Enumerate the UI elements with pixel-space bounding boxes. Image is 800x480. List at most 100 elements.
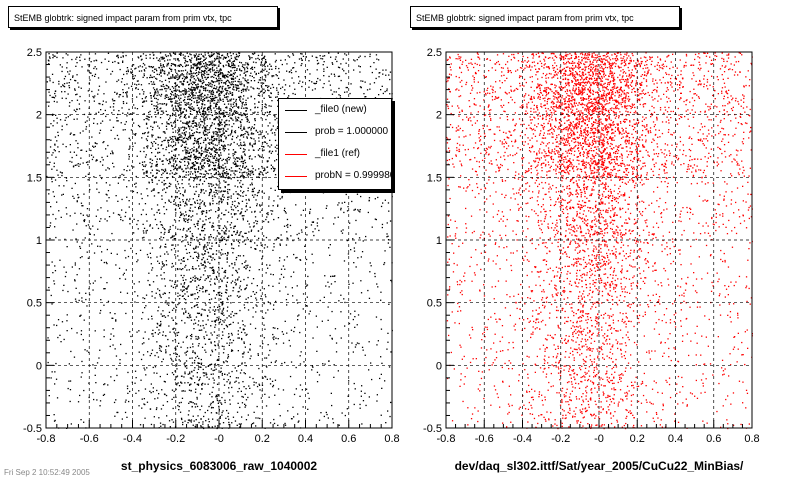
scatter-point	[149, 110, 151, 113]
scatter-point	[162, 172, 164, 174]
scatter-point	[235, 206, 237, 209]
scatter-point	[265, 85, 267, 87]
scatter-point	[207, 244, 209, 246]
scatter-point	[238, 52, 241, 54]
scatter-point	[152, 134, 154, 136]
scatter-point	[165, 260, 167, 262]
scatter-point	[275, 300, 277, 303]
scatter-point	[172, 75, 174, 77]
scatter-point	[205, 87, 207, 89]
scatter-point	[193, 142, 195, 144]
scatter-point	[224, 269, 227, 272]
scatter-point	[190, 72, 192, 74]
scatter-point	[155, 165, 157, 167]
scatter-point	[193, 132, 195, 134]
scatter-point	[257, 111, 259, 114]
scatter-point	[183, 228, 185, 230]
scatter-point	[338, 75, 341, 77]
scatter-point	[200, 71, 202, 74]
scatter-point	[279, 278, 281, 280]
scatter-point	[347, 206, 349, 208]
scatter-point	[156, 163, 158, 165]
scatter-point	[237, 106, 239, 108]
scatter-point	[216, 79, 218, 81]
scatter-point	[181, 73, 183, 75]
scatter-point	[226, 261, 228, 263]
scatter-point	[193, 177, 195, 179]
scatter-point	[211, 93, 214, 95]
scatter-point	[193, 178, 196, 180]
scatter-point	[239, 144, 242, 146]
scatter-point	[235, 165, 237, 168]
scatter-point	[178, 70, 180, 72]
scatter-point	[195, 157, 197, 159]
scatter-point	[142, 93, 145, 95]
scatter-point	[265, 176, 267, 179]
scatter-point	[242, 219, 244, 221]
scatter-point	[236, 88, 238, 90]
scatter-point	[227, 96, 229, 98]
scatter-point	[95, 160, 97, 162]
scatter-point	[266, 161, 269, 163]
scatter-point	[172, 160, 175, 162]
scatter-point	[209, 169, 211, 171]
scatter-point	[196, 256, 198, 258]
scatter-point	[216, 91, 218, 93]
scatter-point	[57, 174, 59, 176]
scatter-point	[136, 261, 138, 263]
scatter-point	[210, 138, 213, 140]
scatter-point	[254, 142, 256, 144]
scatter-point	[214, 297, 216, 299]
scatter-point	[57, 131, 59, 133]
scatter-point	[240, 91, 243, 94]
scatter-point	[165, 264, 168, 266]
scatter-point	[129, 145, 131, 147]
scatter-point	[216, 113, 218, 115]
scatter-point	[180, 64, 182, 66]
scatter-point	[75, 154, 78, 156]
scatter-point	[173, 331, 175, 333]
scatter-point	[272, 285, 274, 287]
scatter-point	[119, 277, 121, 280]
scatter-point	[271, 75, 273, 78]
scatter-point	[117, 213, 120, 216]
scatter-point	[244, 64, 246, 66]
scatter-point	[233, 205, 236, 207]
scatter-point	[189, 244, 191, 246]
scatter-point	[146, 172, 148, 174]
scatter-point	[243, 171, 245, 174]
scatter-point	[184, 55, 186, 57]
scatter-point	[261, 90, 263, 92]
scatter-point	[228, 93, 230, 95]
scatter-point	[183, 175, 186, 178]
scatter-point	[112, 212, 115, 214]
scatter-point	[223, 146, 225, 148]
scatter-point	[198, 132, 200, 134]
scatter-point	[172, 52, 175, 54]
scatter-point	[207, 142, 210, 144]
scatter-point	[135, 175, 137, 178]
scatter-point	[274, 327, 276, 329]
scatter-point	[322, 55, 324, 57]
scatter-point	[173, 199, 176, 201]
scatter-point	[195, 122, 197, 124]
scatter-point	[375, 68, 377, 70]
scatter-point	[210, 82, 212, 84]
scatter-point	[100, 109, 102, 111]
scatter-point	[56, 122, 58, 124]
scatter-point	[374, 275, 376, 278]
scatter-point	[201, 106, 203, 108]
scatter-point	[219, 241, 221, 243]
scatter-point	[224, 271, 227, 274]
scatter-point	[182, 70, 184, 72]
scatter-point	[352, 238, 354, 240]
scatter-point	[330, 283, 333, 285]
scatter-point	[200, 137, 203, 139]
scatter-point	[271, 100, 273, 102]
scatter-point	[355, 233, 357, 235]
scatter-point	[367, 289, 369, 292]
scatter-point	[131, 98, 134, 100]
scatter-point	[184, 202, 186, 205]
scatter-point	[198, 79, 200, 81]
scatter-point	[231, 125, 233, 128]
